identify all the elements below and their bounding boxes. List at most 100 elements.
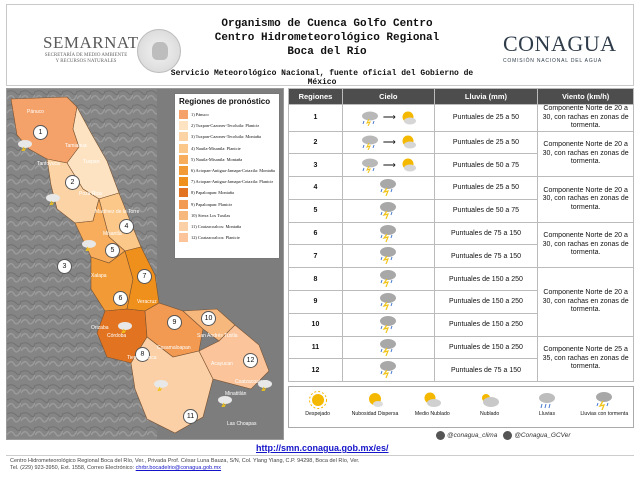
twitter-handle: @Conagua_GCVer bbox=[514, 432, 571, 440]
header-cielo: Cielo bbox=[341, 88, 435, 105]
region-marker-8: 8 bbox=[135, 347, 150, 362]
region-cell: 6 bbox=[288, 221, 343, 246]
sky-cell: ⟶ bbox=[341, 130, 435, 155]
legend-item: 9) Papaloapan: Planicie bbox=[179, 199, 275, 210]
city-label: Tierra Blanca bbox=[127, 355, 157, 361]
icon-legend-item: Lluvias bbox=[518, 387, 575, 427]
twitter-handle: @conagua_clima bbox=[447, 432, 498, 440]
icon-legend-label: Nublado bbox=[479, 411, 500, 417]
storm-icon bbox=[380, 361, 397, 379]
contact-line: Tel. (229) 923-3950, Ext. 1558, Correo E… bbox=[10, 465, 440, 472]
region-legend: Regiones de pronóstico 1) Pánuco 2) Tuxp… bbox=[174, 93, 280, 259]
header-banner: SEMARNAT SECRETARÍA DE MEDIO AMBIENTE Y … bbox=[6, 4, 634, 87]
legend-label: 4) Nautla-Misantla: Planicie bbox=[191, 145, 241, 151]
icon-legend-label: Nubosidad Dispersa bbox=[351, 411, 399, 417]
city-label: Veracruz bbox=[137, 299, 157, 305]
storm-icon bbox=[380, 315, 397, 333]
legend-label: 8) Papaloapan: Montaña bbox=[191, 190, 234, 196]
storm-icon bbox=[380, 201, 397, 220]
region-12-coatzacoalcos-planicie bbox=[198, 324, 270, 390]
region-cell: 4 bbox=[288, 176, 343, 200]
twitter-icon bbox=[436, 431, 445, 440]
legend-label: 7) Actopan-Antigua-Jamapa-Cotaxtla: Plan… bbox=[191, 179, 274, 185]
legend-label: 10) Sierra Los Tuxtlas bbox=[191, 212, 231, 218]
twitter-icon bbox=[503, 431, 513, 440]
sky-transition: ⟶ bbox=[343, 157, 434, 174]
icon-legend-label: Despejado bbox=[305, 411, 331, 417]
legend-item: 2) Tuxpan-Cazones-Tecolutla: Planicie bbox=[179, 120, 275, 131]
region-marker-1: 1 bbox=[33, 125, 48, 140]
semarnat-name: SEMARNAT bbox=[43, 33, 139, 52]
region-cell: 2 bbox=[288, 130, 343, 155]
city-label: Martínez de la Torre bbox=[95, 209, 140, 215]
map-storm-icon bbox=[82, 240, 96, 251]
table-row: 11 Puntuales de 150 a 250 Componente Norte… bbox=[288, 335, 634, 383]
header-lluvia: Lluvia (mm) bbox=[433, 88, 539, 105]
wind-cell: Componente Norte de 20 a 30, con rachas … bbox=[537, 221, 634, 269]
region-marker-9: 9 bbox=[167, 315, 182, 330]
region-cell: 9 bbox=[288, 290, 343, 314]
national-seal-icon bbox=[137, 29, 181, 73]
rain-cell: Puntuales de 50 a 75 bbox=[433, 153, 539, 178]
legend-label: 11) Coatzacoalcos: Montaña bbox=[191, 223, 242, 229]
city-label: Tuxpan bbox=[83, 159, 100, 165]
legend-label: 1) Pánuco bbox=[191, 112, 209, 118]
twitter-link-clima[interactable]: @conagua_clima bbox=[436, 431, 497, 440]
sky-cell bbox=[341, 312, 435, 337]
legend-swatch bbox=[179, 143, 188, 153]
region-cell: 10 bbox=[288, 312, 343, 337]
legend-swatch bbox=[179, 154, 188, 164]
legend-swatch bbox=[179, 177, 188, 187]
org-line-3: Boca del Río bbox=[287, 46, 367, 58]
semarnat-subtitle: SECRETARÍA DE MEDIO AMBIENTE Y RECURSOS … bbox=[44, 53, 128, 64]
rain-cell: Puntuales de 150 a 250 bbox=[433, 335, 539, 360]
sun-icon bbox=[308, 391, 327, 409]
region-cell: 3 bbox=[288, 153, 343, 178]
city-label: Tamiahua bbox=[65, 143, 87, 149]
legend-item: 6) Actopan-Antigua-Jamapa-Cotaxtla: Mont… bbox=[179, 165, 275, 176]
storm-icon bbox=[380, 247, 397, 265]
wind-cell: Componente Norte de 25 a 35, con rachas … bbox=[537, 335, 634, 383]
region-marker-5: 5 bbox=[105, 243, 120, 258]
rain-cell: Puntuales de 150 a 250 bbox=[433, 267, 539, 292]
sky-cell bbox=[341, 290, 435, 314]
legend-item: 4) Nautla-Misantla: Planicie bbox=[179, 143, 275, 154]
legend-item: 8) Papaloapan: Montaña bbox=[179, 187, 275, 198]
legend-item: 3) Tuxpan-Cazones-Tecolutla: Montaña bbox=[179, 131, 275, 142]
sky-cell bbox=[341, 198, 435, 223]
rain-cloud-icon bbox=[361, 158, 378, 174]
table-row: 2 ⟶ Puntuales de 25 a 50 Componente Norte d… bbox=[288, 130, 634, 178]
rain-cloud-icon bbox=[361, 135, 378, 151]
legend-swatch bbox=[179, 188, 188, 198]
sky-transition: ⟶ bbox=[343, 134, 434, 151]
city-label: San Andrés Tuxtla bbox=[197, 333, 238, 339]
legend-label: 3) Tuxpan-Cazones-Tecolutla: Montaña bbox=[191, 134, 261, 140]
rain-cell: Puntuales de 75 a 150 bbox=[433, 244, 539, 269]
legend-item: 7) Actopan-Antigua-Jamapa-Cotaxtla: Plan… bbox=[179, 176, 275, 187]
city-label: Xalapa bbox=[91, 273, 107, 279]
table-row: 7 Puntuales de 75 a 150 bbox=[288, 244, 634, 269]
legend-item: 11) Coatzacoalcos: Montaña bbox=[179, 221, 275, 232]
map-storm-icon bbox=[18, 140, 32, 151]
city-label: Acayucan bbox=[211, 361, 233, 367]
icon-legend-item: Medio Nublado bbox=[404, 387, 461, 427]
arrow-right-icon: ⟶ bbox=[382, 112, 396, 123]
sun-small-cloud-icon bbox=[368, 393, 383, 407]
table-row: 12 Puntuales de 75 a 150 bbox=[288, 358, 634, 383]
partly-cloudy-icon bbox=[402, 158, 416, 172]
storm-icon bbox=[380, 338, 397, 356]
forecast-region-map: 1 2 3 4 5 6 7 8 9 10 11 12 Tantoyuca Tux… bbox=[6, 88, 284, 440]
map-storm-icon bbox=[46, 194, 60, 205]
sky-cell bbox=[341, 176, 435, 200]
region-marker-3: 3 bbox=[57, 259, 72, 274]
storm-icon bbox=[380, 270, 397, 288]
sky-cell bbox=[341, 358, 435, 383]
sky-cell: ⟶ bbox=[341, 104, 435, 132]
email-link[interactable]: chrbr.bocadelrio@conagua.gob.mx bbox=[135, 465, 222, 471]
region-marker-6: 6 bbox=[113, 291, 128, 306]
region-cell: 7 bbox=[288, 244, 343, 269]
twitter-link-gcver[interactable]: @Conagua_GCVer bbox=[503, 431, 571, 440]
partly-cloudy-icon bbox=[402, 135, 416, 149]
forecast-table: Regiones Cielo Lluvia (mm) Viento (km/h)… bbox=[288, 88, 634, 383]
smn-website-link[interactable]: http://smn.conagua.gob.mx/es/ bbox=[256, 443, 389, 453]
